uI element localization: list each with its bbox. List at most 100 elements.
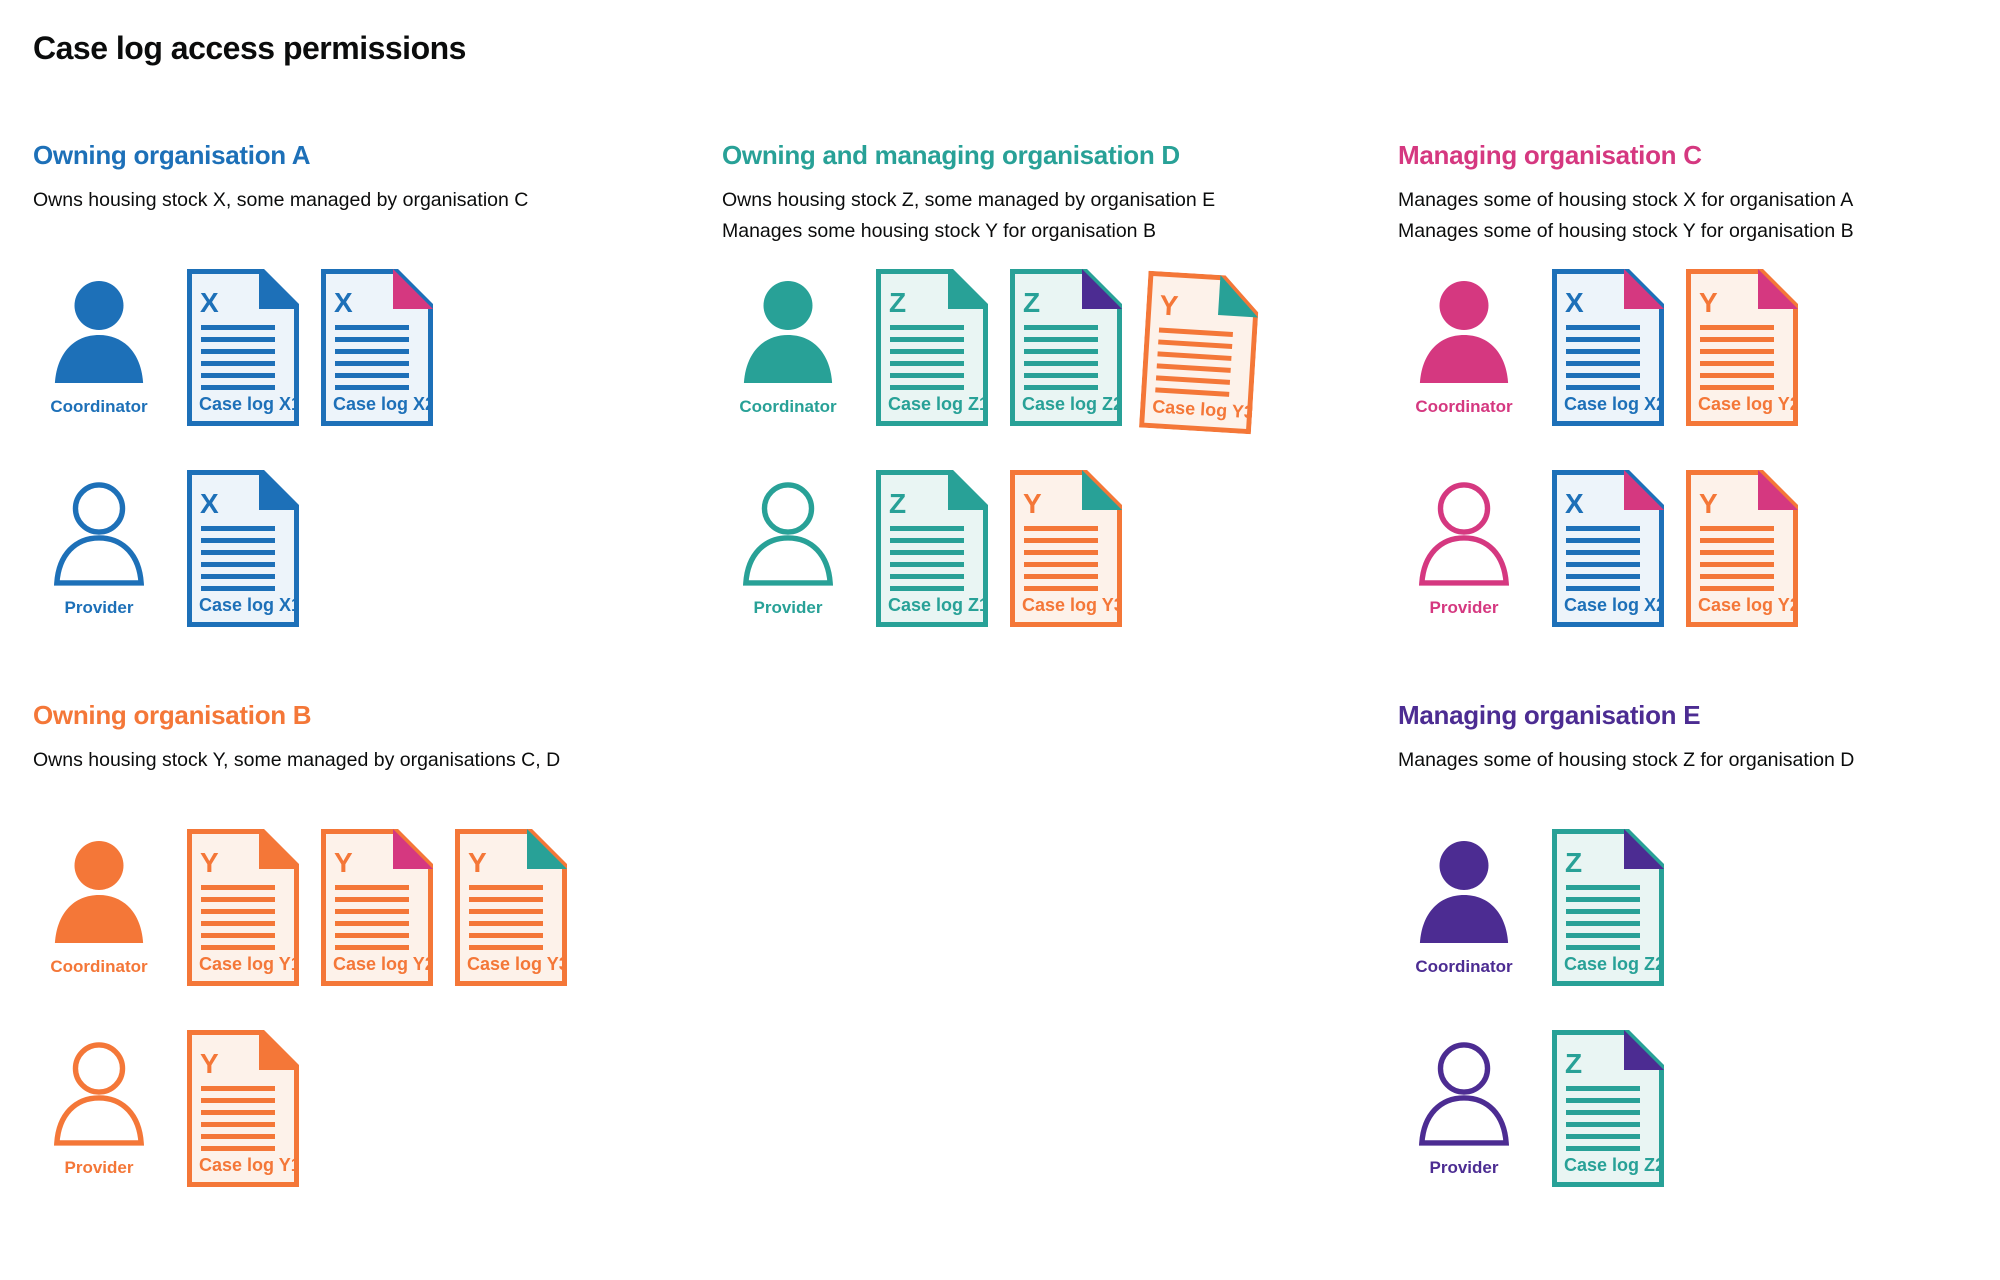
- folded-corner: [527, 829, 567, 869]
- org-e-provider: Provider: [1398, 1030, 1530, 1178]
- case-log-doc-icon: Y Case log Y2: [1686, 470, 1798, 627]
- coordinator-label: Coordinator: [739, 397, 837, 416]
- case-log-doc-icon: Y Case log Y3: [455, 829, 567, 986]
- folded-corner: [1624, 1030, 1664, 1070]
- org-d-coordinator-row: Coordinator Z Case log Z1 Z: [722, 269, 1362, 435]
- org-b-description: Owns housing stock Y, some managed by or…: [33, 745, 673, 811]
- case-log-doc-icon: X Case log X2: [1552, 269, 1664, 426]
- org-d-provider: Provider: [722, 470, 854, 618]
- case-log-doc-icon: X Case log X2: [321, 269, 433, 426]
- provider-icon: [53, 1042, 145, 1146]
- coordinator-icon: [1419, 281, 1509, 383]
- org-c-desc-line-1: Manages some of housing stock X for orga…: [1398, 189, 1854, 211]
- section-owning-organisation-a: Owning organisation A Owns housing stock…: [33, 140, 673, 627]
- doc-letter: X: [1565, 488, 1584, 519]
- org-e-title: Managing organisation E: [1398, 700, 1701, 730]
- doc-label: Case log Z2: [1564, 1155, 1664, 1175]
- doc-text-lines: [469, 885, 543, 950]
- folded-corner: [259, 269, 299, 309]
- org-b-provider: Provider: [33, 1030, 165, 1178]
- folded-corner: [1624, 269, 1664, 309]
- folded-corner: [948, 470, 988, 510]
- doc-text-lines: [1566, 325, 1640, 390]
- doc-text-lines: [335, 885, 409, 950]
- doc-letter: Y: [334, 847, 353, 878]
- org-a-title: Owning organisation A: [33, 140, 311, 170]
- case-log-doc-icon: Y Case log Y2: [1686, 269, 1798, 426]
- case-log-doc-icon: X Case log X1: [187, 269, 299, 426]
- page-title: Case log access permissions: [33, 30, 466, 66]
- doc-label: Case log Y3: [467, 954, 567, 974]
- folded-corner: [1758, 269, 1798, 309]
- doc-letter: X: [200, 287, 219, 318]
- org-a-coordinator-row: Coordinator X Case log X1 X: [33, 269, 673, 426]
- case-log-doc-icon: X Case log X1: [187, 470, 299, 627]
- coordinator-icon: [743, 281, 833, 383]
- doc-text-lines: [1700, 526, 1774, 591]
- section-managing-organisation-c: Managing organisation C Manages some of …: [1398, 140, 2000, 627]
- doc-letter: X: [1565, 287, 1584, 318]
- folded-corner: [393, 829, 433, 869]
- doc-label: Case log Y2: [1698, 394, 1798, 414]
- org-e-description: Manages some of housing stock Z for orga…: [1398, 745, 2000, 811]
- coordinator-label: Coordinator: [1415, 397, 1513, 416]
- doc-text-lines: [1566, 1086, 1640, 1151]
- case-log-doc-icon: Z Case log Z2: [1552, 829, 1664, 986]
- doc-letter: Z: [1565, 847, 1582, 878]
- section-owning-managing-organisation-d: Owning and managing organisation D Owns …: [722, 140, 1362, 627]
- doc-letter: Z: [889, 488, 906, 519]
- org-b-coordinator-row: Coordinator Y Case log Y1 Y: [33, 829, 673, 986]
- provider-label: Provider: [64, 1158, 134, 1177]
- doc-letter: Y: [468, 847, 487, 878]
- case-log-doc-icon: Y Case log Y2: [321, 829, 433, 986]
- doc-label: Case log Y1: [199, 1155, 299, 1175]
- folded-corner: [1624, 829, 1664, 869]
- doc-letter: Y: [1699, 287, 1718, 318]
- doc-text-lines: [1024, 526, 1098, 591]
- provider-icon: [53, 482, 145, 586]
- folded-corner: [948, 269, 988, 309]
- doc-letter: Z: [1023, 287, 1040, 318]
- doc-text-lines: [1700, 325, 1774, 390]
- org-e-coordinator: Coordinator: [1398, 829, 1530, 977]
- doc-text-lines: [1024, 325, 1098, 390]
- provider-label: Provider: [753, 598, 823, 617]
- org-b-provider-row: Provider Y Case log Y1: [33, 1030, 673, 1187]
- provider-icon: [742, 482, 834, 586]
- doc-letter: X: [334, 287, 353, 318]
- doc-letter: X: [200, 488, 219, 519]
- doc-letter: Z: [889, 287, 906, 318]
- doc-label: Case log Y1: [199, 954, 299, 974]
- org-d-desc-line-2: Manages some housing stock Y for organis…: [722, 220, 1156, 242]
- case-log-doc-icon: Z Case log Z2: [1552, 1030, 1664, 1187]
- folded-corner: [259, 1030, 299, 1070]
- doc-letter: Y: [1023, 488, 1042, 519]
- provider-icon: [1418, 1042, 1510, 1146]
- folded-corner: [1082, 470, 1122, 510]
- case-log-doc-icon: Z Case log Z1: [876, 470, 988, 627]
- folded-corner: [259, 470, 299, 510]
- doc-text-lines: [201, 526, 275, 591]
- coordinator-icon: [54, 281, 144, 383]
- doc-text-lines: [1566, 526, 1640, 591]
- doc-label: Case log Y2: [333, 954, 433, 974]
- org-d-desc-line-1: Owns housing stock Z, some managed by or…: [722, 189, 1216, 211]
- org-b-desc-line-1: Owns housing stock Y, some managed by or…: [33, 749, 561, 771]
- org-c-desc-line-2: Manages some of housing stock Y for orga…: [1398, 220, 1854, 242]
- org-d-provider-row: Provider Z Case log Z1 Y: [722, 470, 1362, 627]
- coordinator-icon: [54, 841, 144, 943]
- org-c-coordinator-row: Coordinator X Case log X2 Y: [1398, 269, 2000, 426]
- coordinator-label: Coordinator: [50, 397, 148, 416]
- folded-corner: [1758, 470, 1798, 510]
- coordinator-label: Coordinator: [1415, 957, 1513, 976]
- org-c-title: Managing organisation C: [1398, 140, 1702, 170]
- org-c-provider: Provider: [1398, 470, 1530, 618]
- doc-label: Case log Z2: [1022, 394, 1122, 414]
- doc-text-lines: [1566, 885, 1640, 950]
- doc-label: Case log Y3: [1022, 595, 1122, 615]
- provider-label: Provider: [64, 598, 134, 617]
- provider-label: Provider: [1429, 1158, 1499, 1177]
- org-a-coordinator: Coordinator: [33, 269, 165, 417]
- doc-text-lines: [1155, 327, 1234, 397]
